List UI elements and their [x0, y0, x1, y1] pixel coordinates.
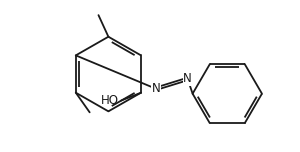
Text: N: N — [152, 82, 160, 95]
Text: HO: HO — [101, 94, 119, 107]
Text: N: N — [183, 73, 192, 85]
